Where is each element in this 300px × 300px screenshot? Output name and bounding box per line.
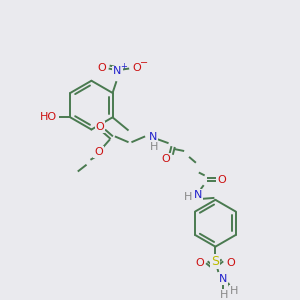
- Text: S: S: [212, 255, 219, 268]
- Text: O: O: [94, 147, 103, 157]
- Text: O: O: [96, 122, 105, 132]
- Text: N: N: [194, 190, 202, 200]
- Text: O: O: [161, 154, 170, 164]
- Text: H: H: [230, 286, 238, 296]
- Text: N: N: [219, 274, 227, 284]
- Text: +: +: [120, 62, 127, 71]
- Text: −: −: [140, 58, 148, 68]
- Text: HO: HO: [40, 112, 57, 122]
- Text: H: H: [220, 290, 228, 299]
- Text: O: O: [133, 63, 141, 73]
- Text: O: O: [226, 258, 236, 268]
- Text: O: O: [218, 175, 226, 185]
- Text: N: N: [149, 132, 157, 142]
- Text: O: O: [195, 258, 204, 268]
- Text: O: O: [98, 63, 106, 73]
- Text: H: H: [150, 142, 158, 152]
- Text: H: H: [184, 192, 192, 202]
- Text: N: N: [113, 67, 122, 76]
